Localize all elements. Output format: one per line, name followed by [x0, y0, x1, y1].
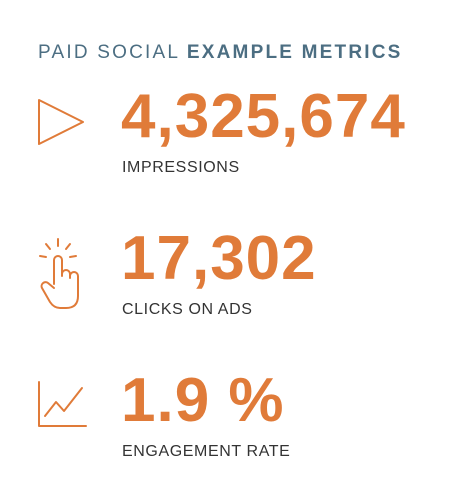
- metric-label-impressions: IMPRESSIONS: [122, 159, 240, 176]
- line-chart-icon: [36, 380, 88, 432]
- metric-value-clicks: 17,302: [121, 224, 317, 293]
- metric-value-engagement: 1.9 %: [121, 366, 285, 435]
- page-title-light: PAID SOCIAL: [38, 42, 180, 63]
- page-title-bold: EXAMPLE METRICS: [186, 42, 403, 63]
- metric-impressions: 4,325,674 IMPRESSIONS: [0, 86, 475, 206]
- metric-label-engagement: ENGAGEMENT RATE: [122, 443, 291, 460]
- metric-label-clicks: CLICKS ON ADS: [122, 301, 253, 318]
- metric-engagement: 1.9 % ENGAGEMENT RATE: [0, 370, 475, 490]
- play-triangle-icon: [36, 98, 88, 150]
- metric-value-impressions: 4,325,674: [121, 82, 406, 151]
- metric-clicks: 17,302 CLICKS ON ADS: [0, 228, 475, 348]
- page-title: PAID SOCIAL EXAMPLE METRICS: [38, 42, 403, 64]
- pointing-hand-click-icon: [36, 238, 88, 312]
